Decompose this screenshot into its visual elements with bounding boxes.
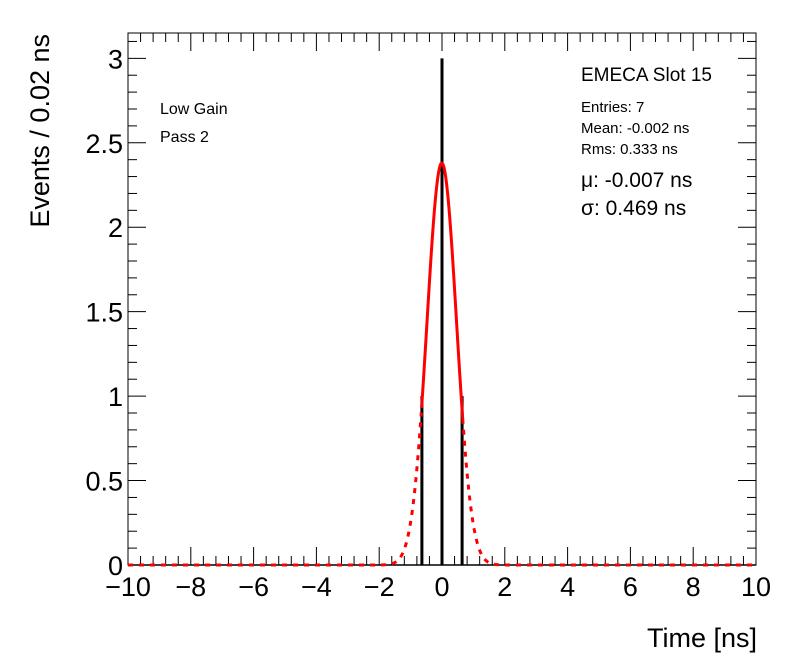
y-tick-label: 3: [108, 44, 123, 74]
gaussian-fit: [128, 161, 756, 567]
x-tick-label: −2: [364, 572, 395, 602]
stat-entries: Entries: 7: [581, 99, 644, 116]
x-tick-label: −6: [238, 572, 269, 602]
fit-curve-tail-left: [128, 412, 423, 567]
x-tick-label: −8: [175, 572, 206, 602]
stat-mean: Mean: -0.002 ns: [581, 120, 689, 137]
fit-curve-core: [420, 161, 465, 419]
y-tick-label: 0.5: [85, 467, 123, 497]
x-tick-label: −4: [301, 572, 332, 602]
stat-rms: Rms: 0.333 ns: [581, 141, 678, 158]
fit-mu-label: μ: -0.007 ns: [581, 169, 692, 192]
label-pass: Pass 2: [160, 129, 209, 146]
x-tick-label: 10: [741, 572, 771, 602]
x-tick-label: 0: [434, 572, 449, 602]
x-tick-label: 4: [560, 572, 575, 602]
y-tick-label: 1: [108, 382, 123, 412]
axes: −10 −8 −6 −4 −2 0 2 4 6 8 10 0 0.5 1 1.5 2 2.5 3: [85, 32, 771, 602]
x-tick-label: −10: [105, 572, 151, 602]
fit-curve-tail-right: [461, 418, 756, 567]
y-axis-label: Events / 0.02 ns: [25, 34, 55, 228]
y-tick-label: 1.5: [85, 298, 123, 328]
x-tick-label: 8: [686, 572, 701, 602]
fit-sigma-label: σ: 0.469 ns: [581, 197, 686, 220]
label-gain: Low Gain: [160, 101, 228, 118]
y-tick-label: 2.5: [85, 129, 123, 159]
x-axis-label: Time [ns]: [647, 623, 757, 653]
x-tick-label: 6: [623, 572, 638, 602]
y-tick-label: 0: [108, 551, 123, 581]
y-tick-label: 2: [108, 213, 123, 243]
chart-title: EMECA Slot 15: [581, 65, 712, 86]
x-tick-label: 2: [497, 572, 512, 602]
